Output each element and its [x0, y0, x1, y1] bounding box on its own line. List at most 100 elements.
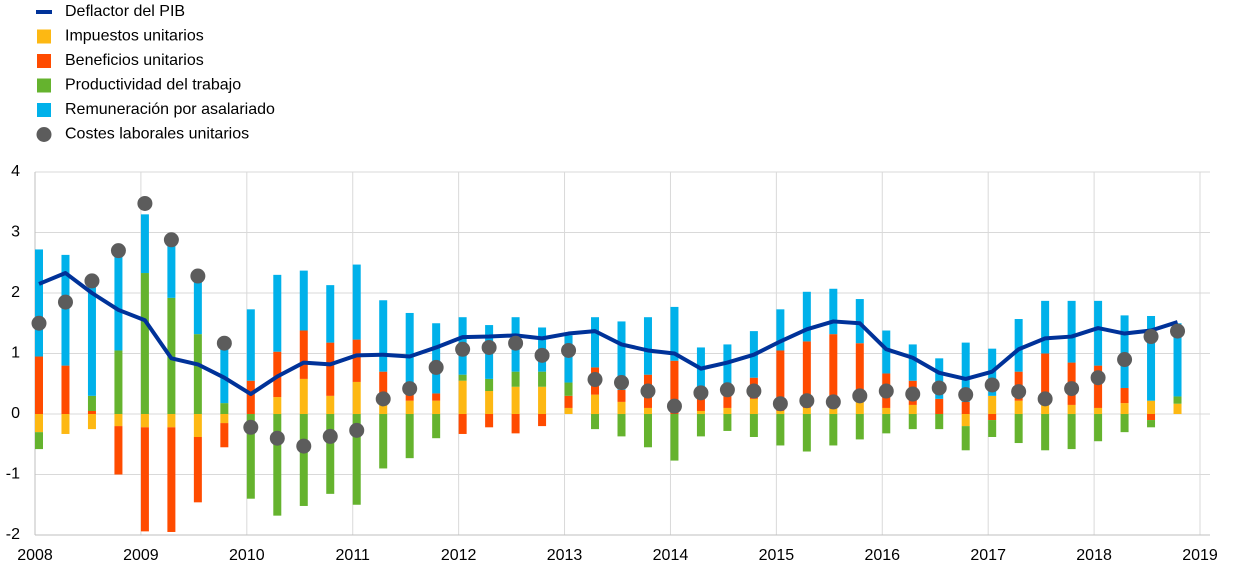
bar	[1120, 315, 1129, 388]
legend-symbol	[37, 29, 51, 44]
bar	[458, 414, 467, 434]
dot	[1090, 370, 1106, 386]
bar	[485, 391, 494, 414]
bar	[87, 286, 96, 396]
x-tick-label: 2012	[441, 547, 477, 564]
bar	[829, 414, 838, 446]
legend-label: Remuneración por asalariado	[65, 101, 275, 118]
dot	[825, 394, 841, 410]
bar	[670, 414, 679, 461]
bar	[829, 288, 838, 335]
dot	[402, 381, 418, 397]
bar	[299, 414, 308, 506]
dot	[428, 359, 444, 375]
bar	[1120, 387, 1129, 404]
bar	[1014, 414, 1023, 444]
dot	[878, 383, 894, 399]
bar	[193, 277, 202, 335]
x-tick-label: 2017	[970, 547, 1006, 564]
bar	[961, 342, 970, 402]
bar	[299, 270, 308, 331]
x-tick-label: 2015	[759, 547, 795, 564]
bar	[564, 335, 573, 383]
bar	[405, 312, 414, 395]
dot	[84, 273, 100, 289]
bar	[485, 414, 494, 428]
bar	[1094, 407, 1103, 414]
dot	[322, 428, 338, 444]
bar	[1041, 414, 1050, 451]
bar	[723, 414, 732, 431]
dot	[481, 339, 497, 355]
bar	[352, 339, 361, 382]
bar	[1041, 300, 1050, 354]
bar	[35, 249, 43, 357]
bar	[299, 330, 308, 379]
bar	[326, 395, 335, 414]
bar	[723, 344, 732, 396]
bar	[855, 414, 864, 440]
bar	[352, 264, 361, 340]
bar	[617, 414, 626, 437]
bar	[61, 365, 70, 414]
dot	[137, 195, 153, 211]
bar	[140, 414, 149, 428]
bar	[1014, 319, 1023, 372]
bar	[273, 397, 282, 414]
bar	[485, 378, 494, 392]
bar	[882, 407, 891, 414]
dot	[746, 383, 762, 399]
x-tick-label: 2008	[17, 547, 53, 564]
bar	[1094, 414, 1103, 442]
bar	[670, 306, 679, 361]
bar	[1067, 404, 1076, 414]
bar	[273, 274, 282, 352]
y-tick-label: 3	[11, 224, 20, 241]
dot	[296, 438, 312, 454]
x-tick-label: 2018	[1076, 547, 1112, 564]
bar	[908, 414, 917, 430]
bar	[591, 317, 600, 368]
bar	[643, 414, 652, 448]
bar	[591, 394, 600, 414]
dot	[1170, 323, 1186, 339]
legend-label: Costes laborales unitarios	[65, 126, 249, 143]
bar	[643, 317, 652, 375]
y-tick-label: 4	[11, 163, 20, 180]
bar	[405, 400, 414, 414]
dot	[508, 335, 524, 351]
dot	[561, 342, 577, 358]
bar	[1120, 403, 1129, 414]
dot	[666, 398, 682, 414]
dot	[57, 294, 73, 310]
y-tick-label: -1	[6, 466, 20, 483]
bar	[723, 395, 732, 408]
legend-label: Beneficios unitarios	[65, 52, 204, 69]
bar	[246, 414, 255, 499]
dot	[1143, 329, 1159, 345]
bar	[35, 414, 43, 433]
x-tick-label: 2009	[123, 547, 159, 564]
bar	[432, 323, 441, 394]
bar	[1147, 414, 1156, 421]
bar	[1094, 300, 1103, 366]
bar	[776, 410, 785, 414]
x-tick-label: 2019	[1182, 547, 1218, 564]
bar	[458, 374, 467, 381]
bar	[935, 398, 944, 414]
dot	[1037, 391, 1053, 407]
x-tick-label: 2010	[229, 547, 265, 564]
bar	[220, 423, 229, 448]
bar	[776, 309, 785, 351]
bar	[220, 414, 229, 424]
dot	[614, 375, 629, 391]
bar	[299, 378, 308, 414]
bar	[696, 347, 705, 398]
bar	[564, 382, 573, 396]
dot	[110, 243, 126, 259]
x-tick-label: 2016	[864, 547, 900, 564]
dot	[375, 391, 391, 407]
bar	[326, 414, 335, 494]
dot	[1117, 352, 1133, 368]
bar	[114, 414, 123, 427]
